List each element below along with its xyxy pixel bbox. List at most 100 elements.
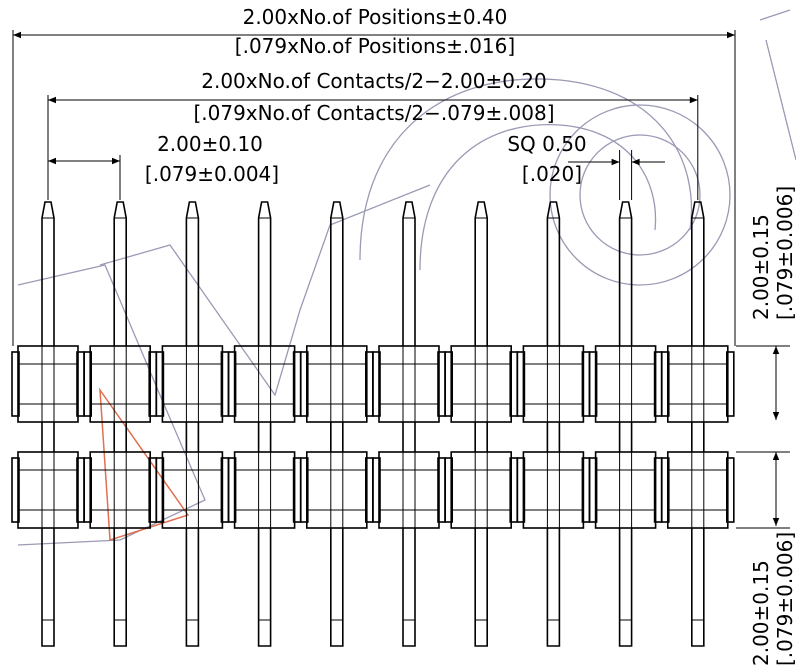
pin-top-segment (691, 201, 705, 346)
pin (618, 201, 633, 647)
pin (185, 201, 200, 647)
pin-tail-segment (41, 528, 55, 647)
housing-left-tab (11, 351, 20, 417)
housing-block-bottom-row (516, 451, 591, 529)
watermark-logo (17, 9, 796, 546)
housing-body (305, 451, 368, 529)
pin (41, 201, 55, 647)
pin-top-segment (185, 201, 200, 346)
housing-block-top-row (444, 345, 519, 423)
housing-left-tab (660, 457, 670, 523)
housing-left-tab (11, 457, 20, 523)
pin-tail-segment (546, 528, 561, 647)
pin-tail-segment (618, 528, 633, 647)
pin-mid-segment (402, 422, 416, 452)
housing-left-tab (299, 351, 309, 417)
housing-body (17, 345, 79, 423)
pin-tail-segment (474, 528, 488, 647)
housing-right-tab (725, 351, 735, 417)
housing-left-tab (299, 457, 309, 523)
housing-left-tab (83, 351, 92, 417)
tail-length-metric: 2.00±0.15 (749, 560, 773, 666)
pin-top-segment (113, 201, 127, 346)
dimension-lines (12, 30, 790, 529)
row-pitch-imperial: [.079±0.006] (773, 186, 796, 320)
pin-top-segment (257, 201, 272, 346)
housing-left-tab (155, 351, 165, 417)
pin-top-segment (618, 201, 633, 346)
pin-top-segment (402, 201, 416, 346)
housing-body (89, 345, 151, 423)
housing-block-top-row (516, 345, 591, 423)
housing-body (17, 451, 79, 529)
housing-block-top-row (11, 345, 85, 423)
housing-left-tab (372, 351, 381, 417)
pin-mid-segment (618, 422, 633, 452)
housing-left-tab (155, 457, 165, 523)
housing-right-tab (725, 457, 735, 523)
overall-length-imperial: [.079xNo.of Positions±.016] (235, 34, 515, 58)
housing-body (522, 451, 585, 529)
pin-top-segment (330, 201, 344, 346)
housing-block-bottom-row (372, 451, 446, 529)
housing-block-bottom-row (660, 451, 735, 529)
housing-body (161, 345, 224, 423)
pin-mid-segment (113, 422, 127, 452)
housing-block-bottom-row (588, 451, 663, 529)
housing-block-top-row (83, 345, 157, 423)
pin-tail-segment (691, 528, 705, 647)
housing-left-tab (372, 457, 381, 523)
housing-block-top-row (155, 345, 230, 423)
housing-body (378, 451, 440, 529)
pin-tail-segment (113, 528, 127, 647)
housing-left-tab (516, 351, 526, 417)
housing-block-bottom-row (444, 451, 519, 529)
pitch-imperial: [.079±0.004] (145, 162, 279, 186)
housing-block-bottom-row (155, 451, 230, 529)
pin (330, 201, 344, 647)
pin-tail-segment (257, 528, 272, 647)
housing-left-tab (444, 457, 454, 523)
housing-block-top-row (299, 345, 374, 423)
housing-left-tab (588, 457, 598, 523)
pin-tail-segment (185, 528, 200, 647)
housing-body (666, 451, 729, 529)
pin-mid-segment (691, 422, 705, 452)
pin-mid-segment (185, 422, 200, 452)
housing-left-tab (660, 351, 670, 417)
housing-left-tab (227, 351, 237, 417)
housing-body (450, 451, 513, 529)
pin-mid-segment (546, 422, 561, 452)
housing-body (594, 451, 657, 529)
housing-body (666, 345, 729, 423)
pin-tail-segment (402, 528, 416, 647)
housing-body (378, 345, 440, 423)
pin-square-imperial: [.020] (522, 162, 582, 186)
pin (474, 201, 488, 647)
pin-tail-segment (330, 528, 344, 647)
housing-left-tab (516, 457, 526, 523)
housing-block-top-row (372, 345, 446, 423)
pin (546, 201, 561, 647)
pin-mid-segment (330, 422, 344, 452)
housing-block-bottom-row (299, 451, 374, 529)
housing-body (305, 345, 368, 423)
housing-body (89, 451, 151, 529)
housing-body (594, 345, 657, 423)
housing-body (233, 451, 296, 529)
pin-mid-segment (474, 422, 488, 452)
pin (257, 201, 272, 647)
housing-body (522, 345, 585, 423)
pin-top-segment (474, 201, 488, 346)
housing-block-top-row (227, 345, 302, 423)
pin (402, 201, 416, 647)
pin-square-metric: SQ 0.50 (507, 132, 586, 156)
contacts-length-imperial: [.079xNo.of Contacts/2−.079±.008] (193, 101, 554, 125)
housing-left-tab (444, 351, 454, 417)
tail-length-imperial: [.079±0.006] (773, 532, 796, 666)
housing-block-bottom-row (11, 451, 85, 529)
housing-left-tab (83, 457, 92, 523)
overall-length-metric: 2.00xNo.of Positions±0.40 (243, 5, 508, 29)
